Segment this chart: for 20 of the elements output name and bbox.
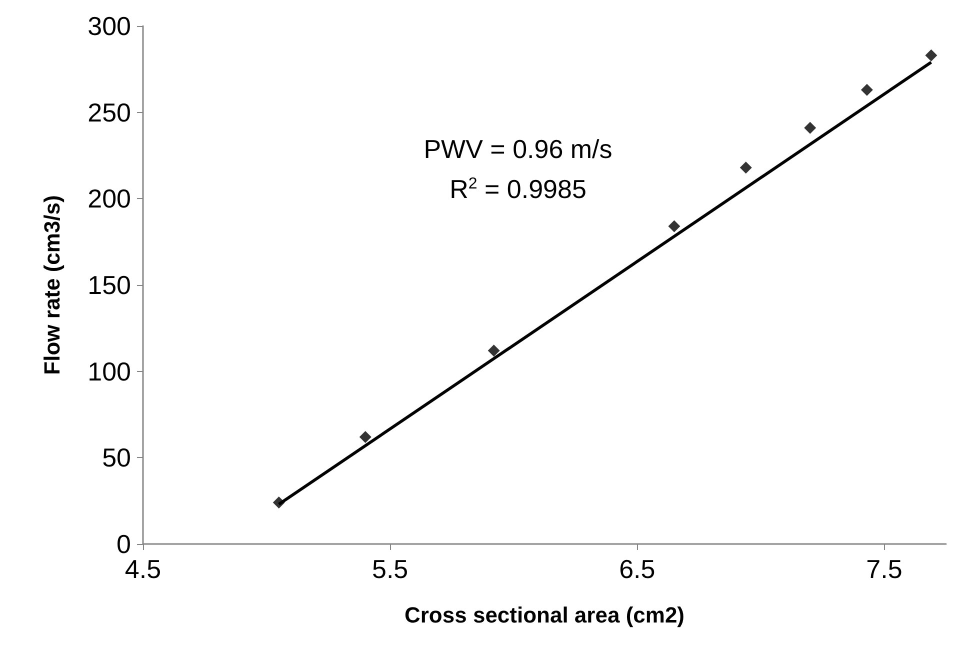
point	[860, 84, 873, 96]
y-tick-label: 250	[88, 97, 131, 128]
y-tick-label: 50	[102, 442, 131, 473]
y-tick-label: 200	[88, 184, 131, 214]
point	[740, 162, 752, 174]
point	[272, 496, 285, 509]
point	[488, 344, 500, 357]
y-tick-label: 150	[88, 270, 131, 300]
point	[359, 430, 372, 443]
y-tick-label: 300	[88, 11, 131, 41]
x-axis-title: Cross sectional area (cm2)	[404, 602, 685, 628]
annotation: PWV = 0.96 m/s	[424, 134, 612, 164]
x-tick-label: 6.5	[619, 554, 656, 584]
point	[668, 220, 680, 232]
y-axis-title: Flow rate (cm3/s)	[40, 195, 64, 375]
x-tick-label: 7.5	[866, 554, 902, 584]
point	[804, 122, 816, 134]
y-tick-label: 100	[88, 356, 131, 386]
x-tick-label: 5.5	[372, 554, 408, 584]
point	[925, 49, 938, 62]
